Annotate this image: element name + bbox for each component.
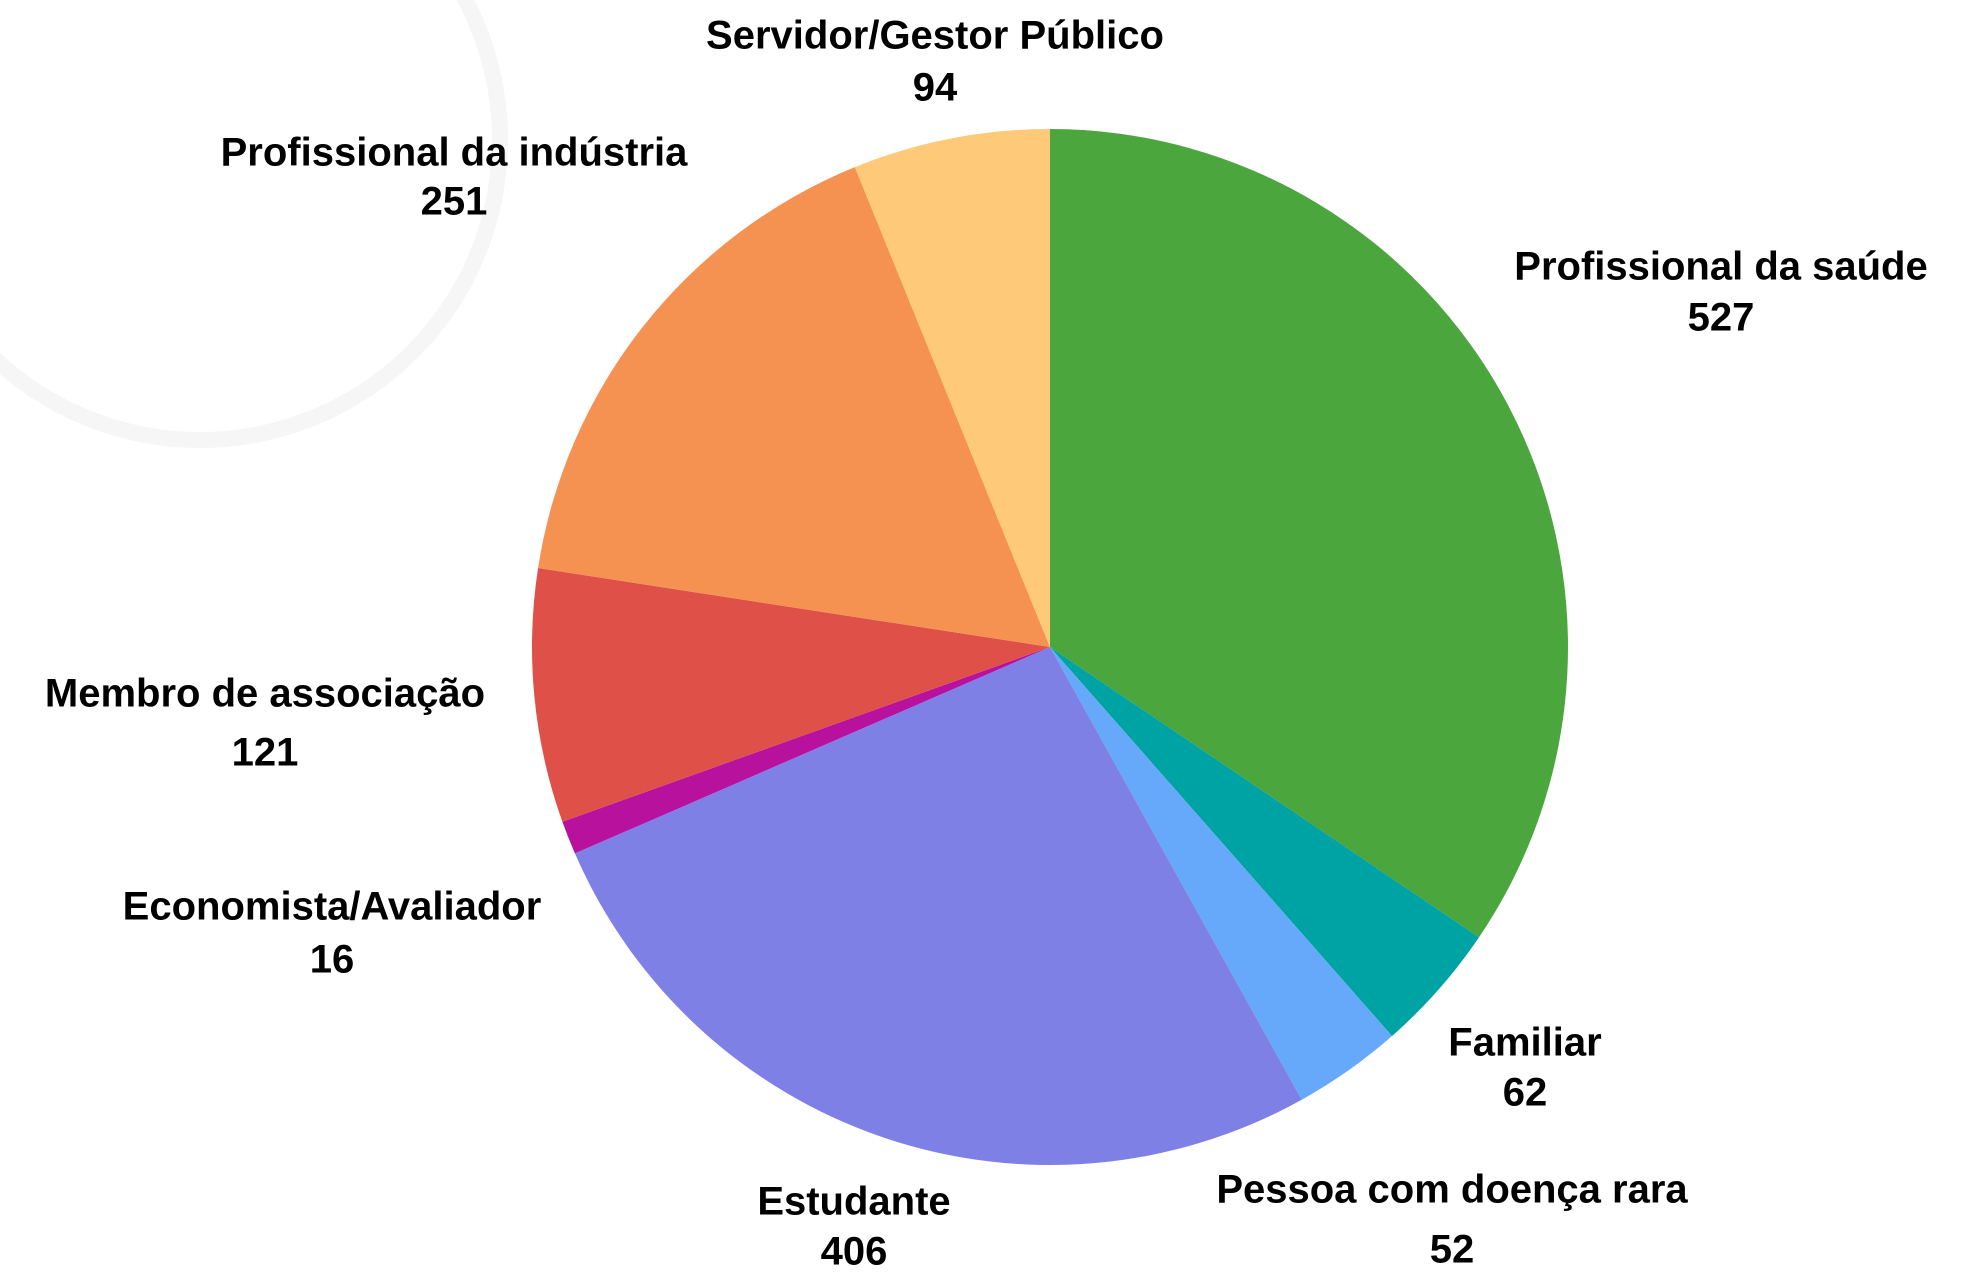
pie-slice: [1050, 647, 1393, 1100]
slice-value: 527: [1688, 296, 1755, 340]
slice-label: Profissional da saúde: [1514, 245, 1927, 289]
pie-slice: [1050, 129, 1568, 938]
pie-slice: [538, 167, 1050, 647]
pie-slice: [562, 647, 1050, 854]
slice-value: 251: [421, 180, 488, 224]
background-decoration: [0, 0, 508, 448]
slice-value: 16: [310, 938, 355, 982]
slice-label: Servidor/Gestor Público: [706, 14, 1164, 58]
pie-slice: [574, 647, 1302, 1165]
pie-slice: [1050, 647, 1480, 1037]
slice-label: Pessoa com doença rara: [1216, 1168, 1688, 1212]
labels: Profissional da saúde 527 Familiar 62 Pessoa…: [45, 14, 1928, 1272]
slice-label: Familiar: [1448, 1021, 1601, 1065]
slice-label: Membro de associação: [45, 672, 485, 716]
slice-value: 94: [913, 66, 958, 110]
slice-label: Estudante: [757, 1180, 950, 1224]
slice-value: 52: [1430, 1228, 1475, 1272]
slice-value: 121: [232, 731, 299, 775]
pie: [532, 129, 1568, 1165]
slice-value: 406: [821, 1230, 888, 1272]
slice-label: Economista/Avaliador: [123, 885, 542, 929]
slice-label: Profissional da indústria: [221, 131, 689, 175]
slice-value: 62: [1503, 1071, 1548, 1115]
pie-slice: [854, 129, 1050, 647]
pie-slice: [532, 568, 1050, 822]
